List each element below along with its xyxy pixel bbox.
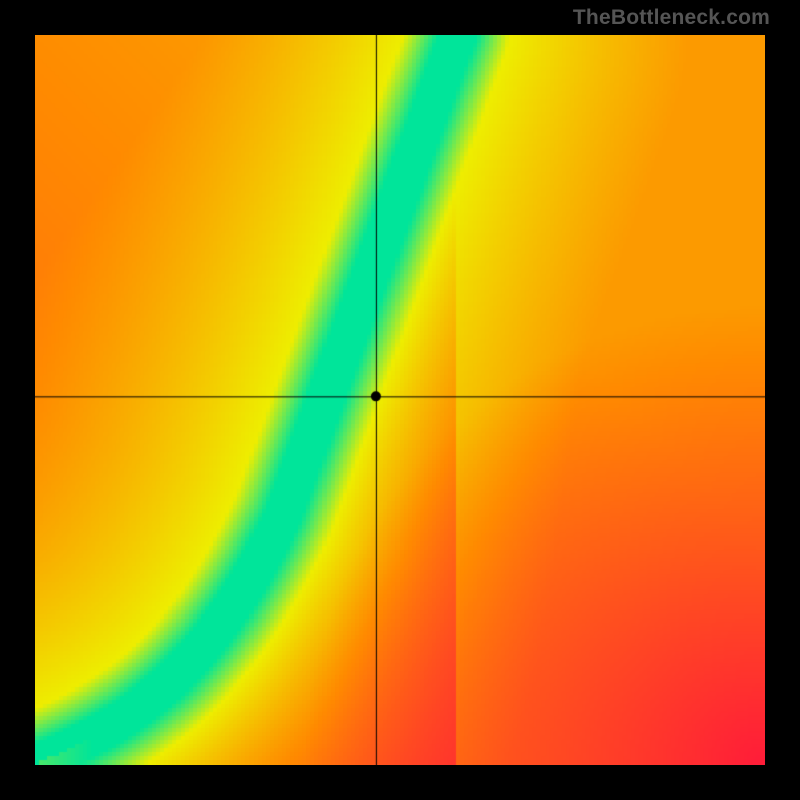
watermark-text: TheBottleneck.com	[573, 6, 770, 30]
bottleneck-heatmap	[35, 35, 765, 765]
